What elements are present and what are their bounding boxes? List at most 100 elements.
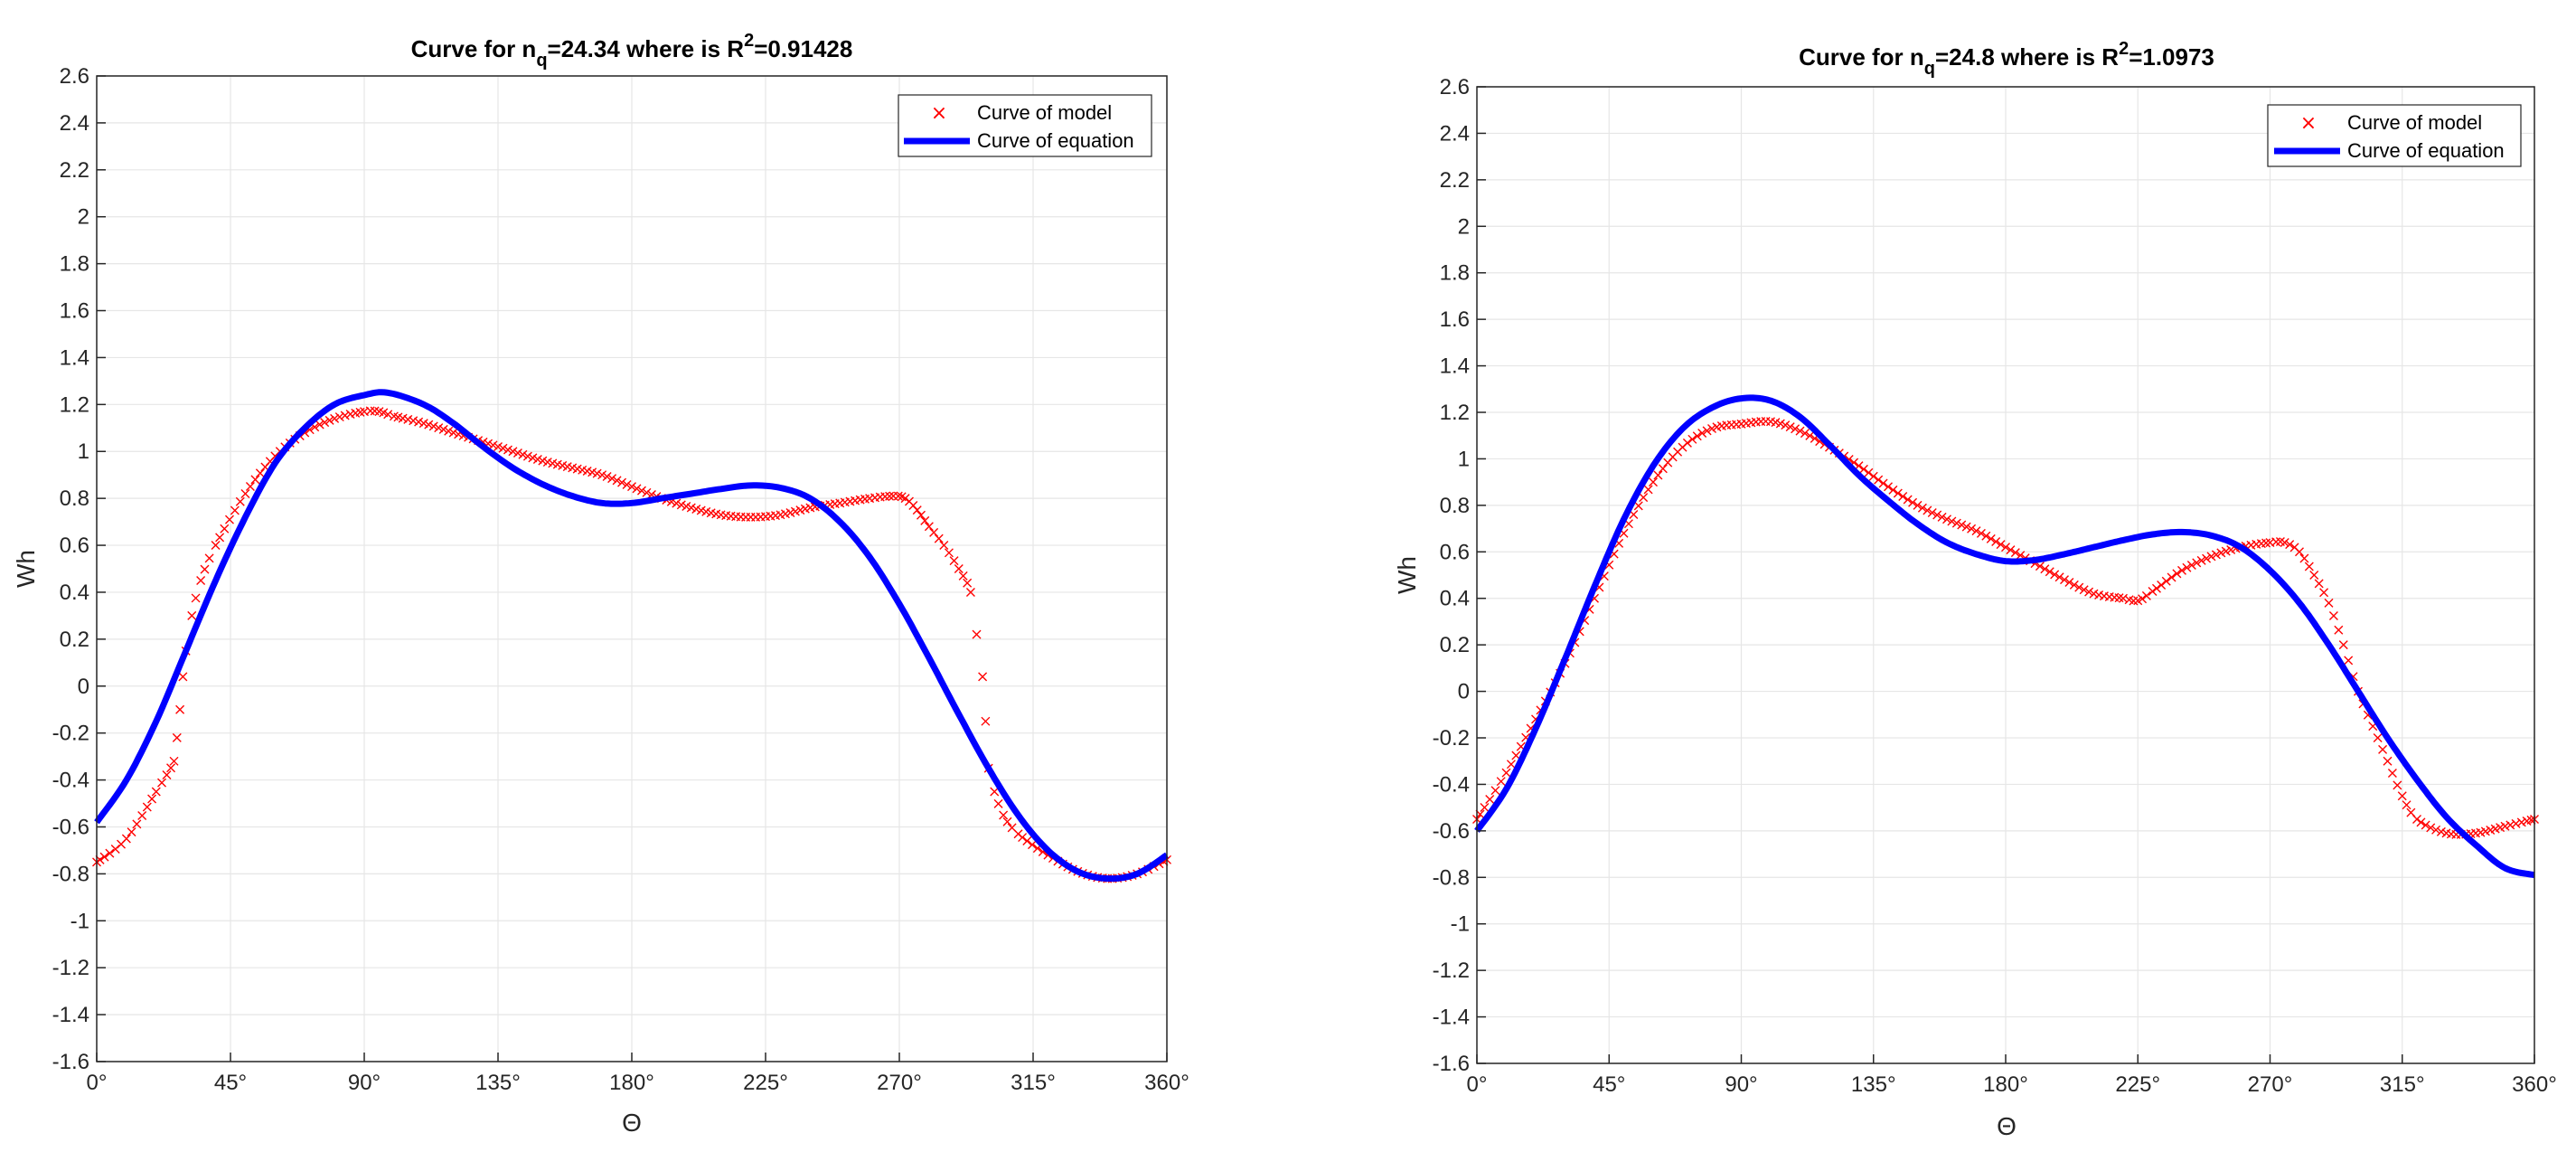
chart-left-model-point <box>498 443 508 453</box>
chart-right-xtick-label: 180° <box>1983 1072 2028 1097</box>
chart-right-ytick-label: -0.4 <box>1433 772 1470 797</box>
chart-left-model-point <box>934 534 944 543</box>
chart-left-xtick-label: 315° <box>1011 1071 1056 1095</box>
chart-right-model-point <box>2387 769 2397 779</box>
chart-left-model-point <box>939 541 949 551</box>
chart-right-model-point <box>1923 505 1932 515</box>
chart-left-ytick-label: 1 <box>78 439 89 464</box>
chart-right-ytick-label: 1 <box>1458 447 1470 471</box>
chart-left-model-point <box>142 802 152 812</box>
chart-right-xtick-label: 45° <box>1593 1072 1625 1097</box>
chart-left-ytick-label: 2.6 <box>60 64 89 89</box>
chart-left-model-point <box>965 587 975 597</box>
chart-right-model-point <box>2436 826 2446 836</box>
chart-right-model-point <box>2304 562 2314 571</box>
chart-right-model-point <box>2177 565 2186 575</box>
chart-left-model-point <box>924 522 934 532</box>
chart-left-legend-equation-label: Curve of equation <box>977 129 1134 152</box>
chart-right-model-point <box>1868 471 1878 481</box>
chart-left-ytick-label: 2 <box>78 205 89 230</box>
chart-right-model-point <box>2040 564 2050 574</box>
chart-left-ytick-label: -0.6 <box>52 815 89 839</box>
chart-right-model-point <box>2050 570 2060 580</box>
chart-right-model-point <box>2261 538 2271 548</box>
chart-left-model-point <box>383 410 393 420</box>
chart-left-model-point <box>949 556 959 566</box>
chart-left-model-point <box>191 593 201 603</box>
chart-right-ytick-label: 1.2 <box>1440 401 1470 425</box>
chart-left-model-point <box>612 476 622 486</box>
chart-right-model-point <box>2084 587 2094 597</box>
chart-right-model-point <box>1643 485 1653 495</box>
chart-right-model-point <box>2426 823 2436 833</box>
chart-left-model-point <box>324 415 334 425</box>
chart-right-model-point <box>1878 478 1888 488</box>
chart-left-model-point <box>978 672 988 682</box>
chart-right-series <box>1472 394 2539 879</box>
chart-left-model-point <box>518 449 528 459</box>
chart-right-model-point <box>2054 572 2064 582</box>
chart-left-model-point <box>245 481 255 491</box>
chart-right-model-point <box>2074 582 2084 592</box>
chart-right-ytick-label: 1.6 <box>1440 307 1470 332</box>
chart-right-model-point <box>1864 467 1874 477</box>
chart-right-model-point <box>1947 516 1957 526</box>
chart-left-model-point <box>494 442 503 452</box>
chart-right-model-point <box>2334 625 2344 635</box>
chart-right-model-point <box>2421 820 2430 830</box>
chart-left-model-point <box>1018 833 1028 843</box>
chart-right-model-point <box>1775 419 1785 429</box>
chart-left-model-point <box>1027 840 1037 850</box>
chart-right-model-point <box>1903 495 1913 505</box>
chart-left-model-point <box>532 455 542 465</box>
chart-right-ytick-label: 1.4 <box>1440 354 1470 379</box>
chart-right-model-point <box>1981 531 1991 541</box>
chart-left-model-point <box>169 756 179 766</box>
chart-left-xlabel: Θ <box>622 1109 642 1137</box>
chart-left-model-point <box>196 575 206 585</box>
chart-right-model-point <box>1893 488 1903 498</box>
chart-right-model-point <box>2402 800 2411 810</box>
chart-right-ytick-label: 2 <box>1458 214 1470 239</box>
chart-right-ytick-label: -1.6 <box>1433 1052 1470 1076</box>
chart-left-model-point <box>917 510 926 520</box>
chart-left-model-point <box>211 541 221 551</box>
chart-right-model-point <box>1805 430 1815 440</box>
chart-right-model-point <box>2319 588 2329 598</box>
chart-left-model-point <box>676 500 686 510</box>
chart-right-model-point <box>1688 434 1697 444</box>
chart-left-model-point <box>990 787 1000 797</box>
chart-right-model-point <box>1986 534 1996 543</box>
chart-left-ytick-label: 0 <box>78 675 89 699</box>
chart-right-model-point <box>1991 536 2001 546</box>
chart-left-model-point <box>912 505 922 515</box>
chart-right-legend-box <box>2267 104 2522 167</box>
chart-left-ticks: 0° 45° 90° 135° 180° 225° 270° 315° 360° -1.6 -1.4… <box>52 64 1189 1095</box>
chart-right-model-point <box>2064 577 2074 587</box>
chart-right-model-point <box>2344 656 2354 666</box>
chart-left-model-point <box>132 819 142 829</box>
chart-right-model-point <box>1971 526 1981 536</box>
chart-right-model-point <box>2206 552 2216 562</box>
chart-left-model-point <box>488 440 498 450</box>
chart-left-model-point <box>597 470 607 480</box>
chart-right-model-point <box>1649 477 1658 487</box>
chart-right-model-point <box>1781 420 1791 430</box>
chart-left-model-point <box>508 447 518 457</box>
chart-right-model-point <box>1996 540 2006 550</box>
chart-right-model-point <box>2182 562 2192 572</box>
chart-right-model-point <box>2328 610 2338 620</box>
chart-right-ytick-label: 1.8 <box>1440 261 1470 286</box>
chart-right-model-point <box>1913 500 1923 510</box>
chart-left-ytick-label: -1.2 <box>52 956 89 980</box>
chart-left-model-point <box>627 482 636 492</box>
chart-left-legend-model-label: Curve of model <box>977 101 1112 124</box>
chart-right-ytick-label: -0.8 <box>1433 865 1470 890</box>
chart-right-model-point <box>1496 777 1506 787</box>
chart-right-ytick-label: 0 <box>1458 680 1470 704</box>
chart-right-xtick-label: 315° <box>2380 1072 2425 1097</box>
chart-left-model-point <box>187 610 197 620</box>
chart-left-model-point <box>999 810 1009 820</box>
chart-left-model-point <box>175 704 185 714</box>
chart-right-model-point <box>1707 424 1716 433</box>
